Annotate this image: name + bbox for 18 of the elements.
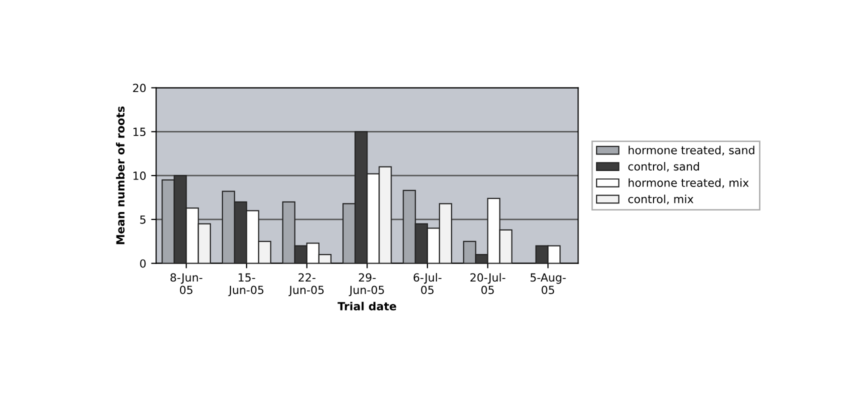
x-tick-label: 29- Jun-05	[348, 273, 384, 296]
y-tick-label: 20	[133, 84, 146, 92]
x-tick-label: 15- Jun-05	[228, 273, 264, 296]
y-tick-label: 5	[140, 216, 146, 224]
y-tick-label: 0	[140, 259, 146, 268]
y-tick-label: 10	[134, 172, 146, 180]
x-tick-label: 8-Jun- 05	[170, 273, 202, 294]
x-tick-label: 20-Jul- 05	[470, 273, 506, 294]
legend-label: control, mix	[628, 194, 694, 204]
y-tick-label: 15	[134, 128, 146, 136]
legend-label: control, sand	[628, 162, 699, 172]
legend-label: hormone treated, sand	[628, 146, 754, 156]
x-axis-title: Trial date	[338, 302, 396, 310]
legend-label: hormone treated, mix	[628, 178, 749, 188]
x-tick-label: 5-Aug- 05	[530, 273, 566, 294]
x-tick-label: 6-Jul- 05	[414, 273, 442, 294]
x-tick-label: 22- Jun-05	[288, 273, 324, 296]
y-axis-title: Mean number of roots	[116, 106, 125, 244]
